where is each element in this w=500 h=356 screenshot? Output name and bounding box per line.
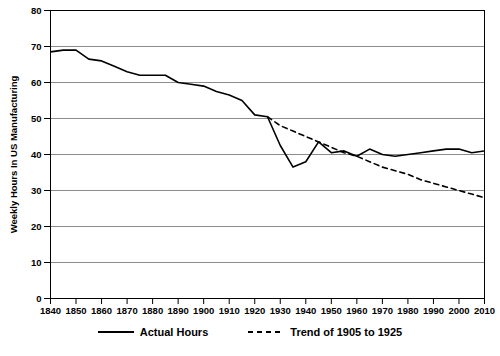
svg-text:1890: 1890 — [168, 305, 189, 316]
html-text:Actual Hours: Actual Hours — [139, 326, 209, 338]
svg-text:50: 50 — [31, 113, 42, 124]
svg-text:60: 60 — [31, 77, 42, 88]
svg-text:1960: 1960 — [346, 305, 367, 316]
svg-text:80: 80 — [31, 5, 42, 16]
svg-text:2010: 2010 — [474, 305, 495, 316]
svg-text:1840: 1840 — [40, 305, 61, 316]
svg-text:1930: 1930 — [270, 305, 291, 316]
svg-text:1990: 1990 — [423, 305, 444, 316]
svg-text:1900: 1900 — [193, 305, 214, 316]
svg-text:1870: 1870 — [117, 305, 138, 316]
svg-text:40: 40 — [31, 149, 42, 160]
svg-text:1880: 1880 — [142, 305, 163, 316]
svg-text:1950: 1950 — [321, 305, 342, 316]
svg-text:1940: 1940 — [295, 305, 316, 316]
svg-text:2000: 2000 — [448, 305, 469, 316]
svg-text:1920: 1920 — [244, 305, 265, 316]
svg-text:1910: 1910 — [219, 305, 240, 316]
svg-text:1860: 1860 — [91, 305, 112, 316]
svg-text:10: 10 — [31, 257, 42, 268]
svg-text:1980: 1980 — [397, 305, 418, 316]
svg-text:70: 70 — [31, 41, 42, 52]
svg-text:0: 0 — [36, 293, 41, 304]
svg-text:30: 30 — [31, 185, 42, 196]
svg-text:1970: 1970 — [372, 305, 393, 316]
svg-text:Weekly Hours In US Manufacturi: Weekly Hours In US Manufacturing — [8, 75, 19, 233]
svg-text:20: 20 — [31, 221, 42, 232]
svg-text:1850: 1850 — [65, 305, 86, 316]
html-text:Trend of 1905 to 1925: Trend of 1905 to 1925 — [290, 326, 403, 338]
